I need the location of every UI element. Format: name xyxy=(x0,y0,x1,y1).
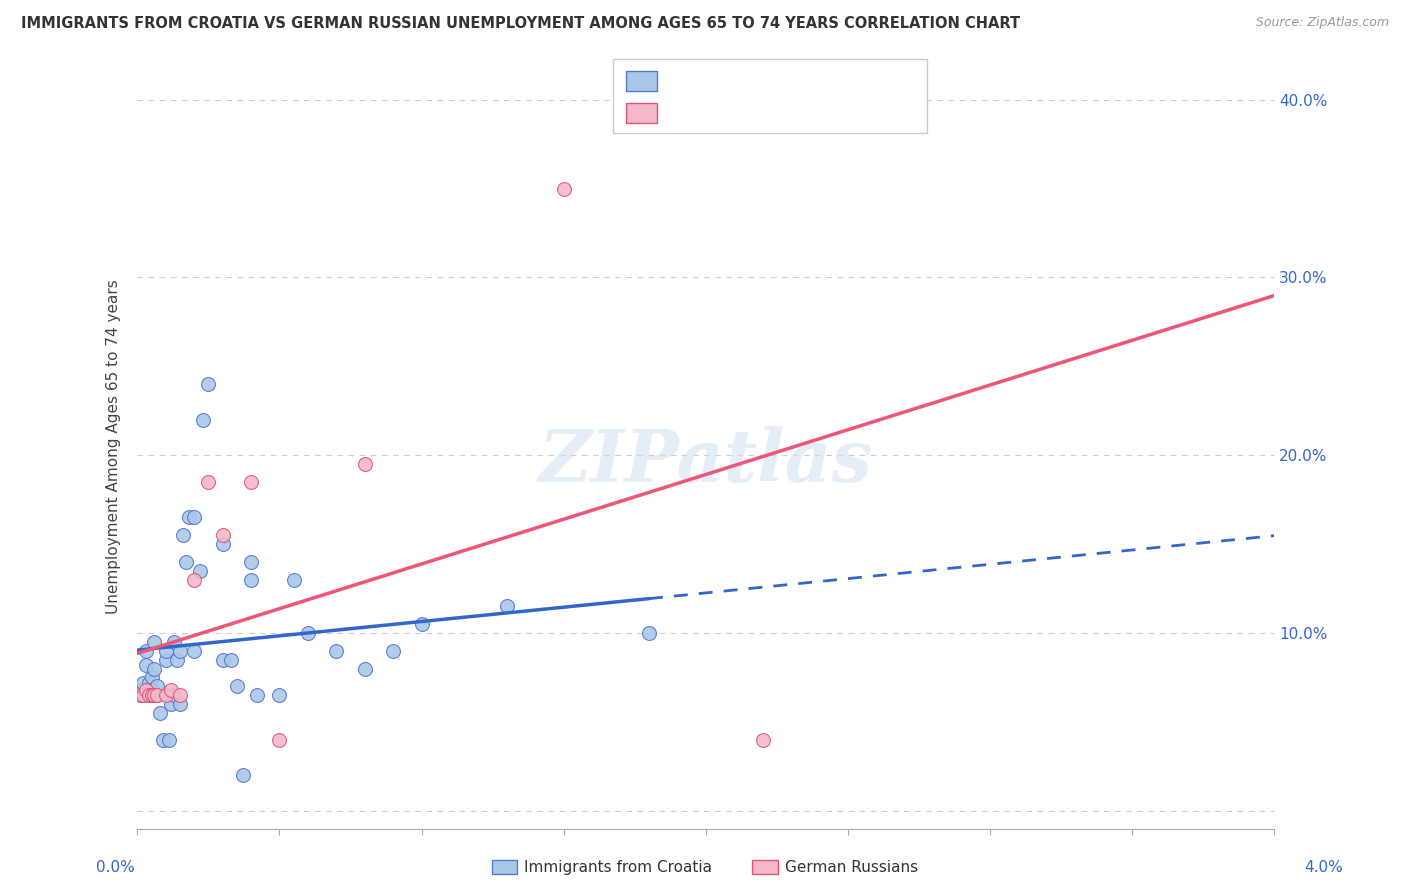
Point xyxy=(143,688,166,702)
Point xyxy=(135,682,157,697)
Point xyxy=(129,688,152,702)
Point xyxy=(132,676,155,690)
Point xyxy=(188,564,211,578)
Point xyxy=(172,528,194,542)
Y-axis label: Unemployment Among Ages 65 to 74 years: Unemployment Among Ages 65 to 74 years xyxy=(107,279,121,614)
Point xyxy=(225,679,247,693)
Point xyxy=(283,573,305,587)
Point xyxy=(191,412,214,426)
Point xyxy=(269,688,291,702)
Text: 0.0%: 0.0% xyxy=(96,860,135,874)
Point xyxy=(183,573,205,587)
Point xyxy=(146,688,169,702)
Point xyxy=(325,644,347,658)
Point xyxy=(155,688,177,702)
Point xyxy=(135,644,157,658)
Point xyxy=(155,653,177,667)
Point xyxy=(169,644,191,658)
Point xyxy=(152,732,174,747)
Text: R =  0.453   N =  18: R = 0.453 N = 18 xyxy=(668,105,823,120)
Point xyxy=(146,679,169,693)
Point xyxy=(553,181,575,195)
Point xyxy=(411,617,433,632)
Point xyxy=(219,653,242,667)
Point xyxy=(163,635,186,649)
Text: R =  0.162   N = 49: R = 0.162 N = 49 xyxy=(668,73,817,88)
Point xyxy=(232,768,254,782)
Point xyxy=(160,697,183,711)
Point xyxy=(143,635,166,649)
Point xyxy=(751,732,773,747)
Point xyxy=(197,475,219,489)
Text: ZIPatlas: ZIPatlas xyxy=(538,426,873,497)
Point xyxy=(269,732,291,747)
Point xyxy=(240,555,263,569)
Point xyxy=(146,688,169,702)
Point xyxy=(141,688,163,702)
Point xyxy=(197,377,219,392)
Point xyxy=(169,697,191,711)
Point xyxy=(157,732,180,747)
Point xyxy=(132,688,155,702)
Text: 4.0%: 4.0% xyxy=(1303,860,1343,874)
Point xyxy=(143,662,166,676)
Point xyxy=(246,688,269,702)
Point xyxy=(496,599,519,614)
Point xyxy=(183,510,205,524)
Point xyxy=(138,676,160,690)
Point xyxy=(183,644,205,658)
Text: IMMIGRANTS FROM CROATIA VS GERMAN RUSSIAN UNEMPLOYMENT AMONG AGES 65 TO 74 YEARS: IMMIGRANTS FROM CROATIA VS GERMAN RUSSIA… xyxy=(21,16,1021,31)
Point xyxy=(353,457,375,471)
Point xyxy=(160,682,183,697)
Point xyxy=(177,510,200,524)
Point xyxy=(149,706,172,720)
Point xyxy=(155,644,177,658)
Text: Source: ZipAtlas.com: Source: ZipAtlas.com xyxy=(1256,16,1389,29)
Point xyxy=(135,658,157,673)
Point xyxy=(174,555,197,569)
Point xyxy=(166,653,188,667)
Text: German Russians: German Russians xyxy=(785,860,918,874)
Point xyxy=(169,688,191,702)
Point xyxy=(353,662,375,676)
Text: Immigrants from Croatia: Immigrants from Croatia xyxy=(524,860,713,874)
Point xyxy=(297,626,319,640)
Point xyxy=(240,573,263,587)
Point xyxy=(129,682,152,697)
Point xyxy=(163,688,186,702)
Point xyxy=(132,688,155,702)
Point xyxy=(211,653,233,667)
Point xyxy=(141,682,163,697)
Point xyxy=(141,671,163,685)
Point xyxy=(638,626,661,640)
Point xyxy=(138,688,160,702)
Point xyxy=(240,475,263,489)
Point xyxy=(138,688,160,702)
Point xyxy=(211,528,233,542)
Point xyxy=(211,537,233,551)
Point xyxy=(382,644,405,658)
